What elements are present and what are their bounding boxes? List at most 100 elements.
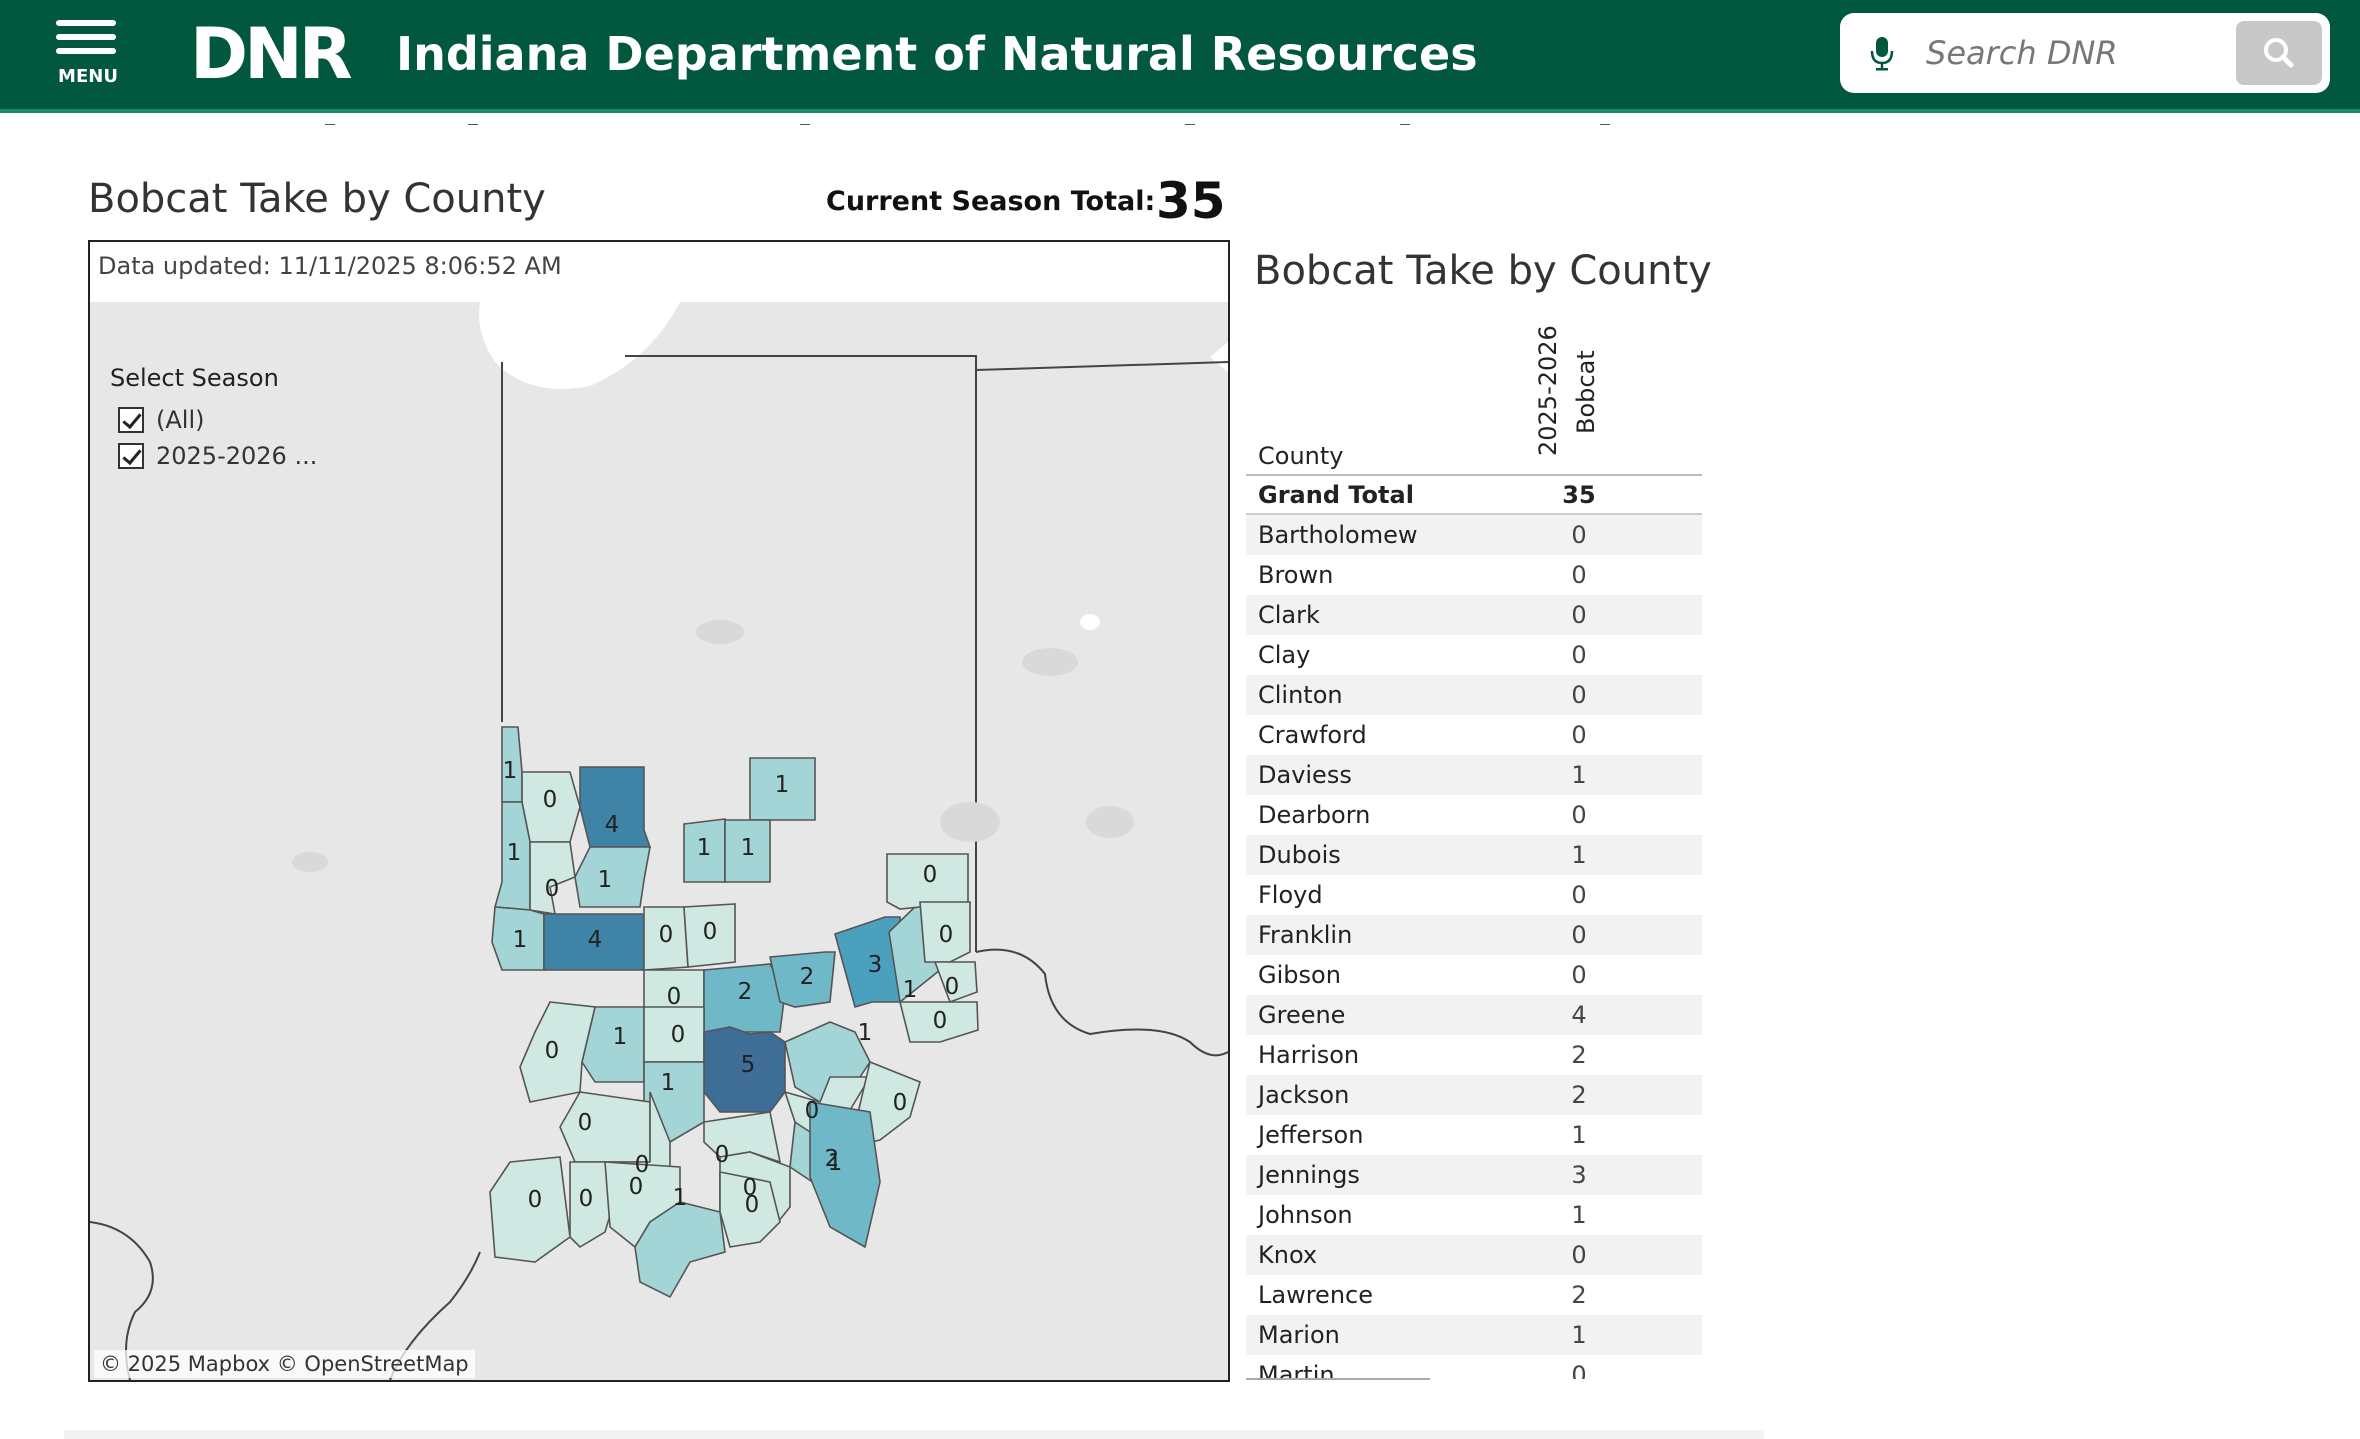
county-value-label: 0 <box>528 1187 543 1213</box>
county-name: Martin <box>1258 1361 1335 1379</box>
county-shape[interactable] <box>724 819 771 883</box>
county-value-label: 1 <box>858 1020 873 1046</box>
hamburger-icon-bar <box>56 48 116 54</box>
county-value: 1 <box>1571 1321 1587 1349</box>
county-value-label: 1 <box>673 1185 688 1211</box>
table-row[interactable]: Jackson 2 <box>1246 1075 1702 1115</box>
county-shape[interactable] <box>719 1171 781 1248</box>
filter-option-season[interactable]: 2025-2026 ... <box>118 438 317 474</box>
county-value: 0 <box>1571 681 1587 709</box>
county-name: Clay <box>1258 641 1311 669</box>
county-shape[interactable] <box>749 757 816 821</box>
county-shape[interactable] <box>933 961 978 1004</box>
county-shape[interactable] <box>574 846 651 908</box>
season-filter-title: Select Season <box>110 364 279 392</box>
season-total-value: 35 <box>1156 172 1226 230</box>
season-filter: Select Season (All) 2025-2026 ... <box>110 364 317 474</box>
checkbox-all[interactable] <box>118 407 144 433</box>
table-row[interactable]: Johnson 1 <box>1246 1195 1702 1235</box>
table-row[interactable]: Dearborn 0 <box>1246 795 1702 835</box>
table-row[interactable]: Bartholomew 0 <box>1246 515 1702 555</box>
county-value: 0 <box>1571 881 1587 909</box>
county-value-label: 1 <box>661 1070 676 1096</box>
county-value-label: 0 <box>543 787 558 813</box>
column-header-season: 2025-2026 <box>1534 325 1562 456</box>
county-shapes[interactable] <box>489 726 979 1299</box>
county-value-label: 2 <box>825 1146 840 1172</box>
county-table[interactable]: Grand Total 35 Bartholomew 0 Brown 0 Clark 0 C… <box>1246 475 1702 1379</box>
table-scrollbar[interactable] <box>1246 1378 1430 1380</box>
table-rows: Bartholomew 0 Brown 0 Clark 0 Clay 0 Clinton 0 Cra… <box>1246 515 1702 1379</box>
county-value-label: 0 <box>745 1192 760 1218</box>
county-value-label: 1 <box>828 1150 843 1176</box>
table-row[interactable]: Daviess 1 <box>1246 755 1702 795</box>
menu-label: MENU <box>58 66 118 87</box>
grand-total-value: 35 <box>1562 481 1596 509</box>
filter-option-label: (All) <box>156 406 205 434</box>
filter-option-all[interactable]: (All) <box>118 402 317 438</box>
table-row[interactable]: Clark 0 <box>1246 595 1702 635</box>
county-value-label: 1 <box>775 772 790 798</box>
county-shape[interactable] <box>489 1156 571 1263</box>
county-value-label: 4 <box>588 927 603 953</box>
table-row[interactable]: Dubois 1 <box>1246 835 1702 875</box>
dnr-logo[interactable]: DNR <box>190 13 353 95</box>
search-button[interactable] <box>2236 21 2322 85</box>
county-value: 1 <box>1571 1121 1587 1149</box>
county-value-label: 0 <box>743 1175 758 1201</box>
lake-erie-edge <box>1210 342 1228 372</box>
site-header: MENU DNR Indiana Department of Natural R… <box>0 0 2360 113</box>
table-row[interactable]: Greene 4 <box>1246 995 1702 1035</box>
county-value: 4 <box>1571 1001 1587 1029</box>
table-row[interactable]: Martin 0 <box>1246 1355 1702 1379</box>
table-row[interactable]: Clay 0 <box>1246 635 1702 675</box>
county-shape[interactable] <box>898 1001 979 1043</box>
county-shape[interactable] <box>809 1101 881 1249</box>
table-row[interactable]: Knox 0 <box>1246 1235 1702 1275</box>
table-row[interactable]: Marion 1 <box>1246 1315 1702 1355</box>
county-shape[interactable] <box>703 1026 786 1113</box>
column-header-species: Bobcat <box>1572 350 1600 434</box>
table-row[interactable]: Jefferson 1 <box>1246 1115 1702 1155</box>
county-shape[interactable] <box>683 903 736 968</box>
county-name: Marion <box>1258 1321 1340 1349</box>
site-title[interactable]: Indiana Department of Natural Resources <box>396 27 1478 81</box>
map-panel: Data updated: 11/11/2025 8:06:52 AM <box>88 240 1230 1382</box>
table-row[interactable]: Harrison 2 <box>1246 1035 1702 1075</box>
county-shape[interactable] <box>634 1201 726 1299</box>
table-row[interactable]: Jennings 3 <box>1246 1155 1702 1195</box>
county-name: Daviess <box>1258 761 1352 789</box>
county-value-label: 3 <box>868 952 883 978</box>
county-value-label: 1 <box>741 835 756 861</box>
table-row[interactable]: Clinton 0 <box>1246 675 1702 715</box>
table-row[interactable]: Crawford 0 <box>1246 715 1702 755</box>
table-title: Bobcat Take by County <box>1254 248 1712 294</box>
table-row[interactable]: Floyd 0 <box>1246 875 1702 915</box>
table-row[interactable]: Lawrence 2 <box>1246 1275 1702 1315</box>
county-name: Johnson <box>1258 1201 1353 1229</box>
table-row[interactable]: Gibson 0 <box>1246 955 1702 995</box>
county-value-label: 0 <box>715 1142 730 1168</box>
county-shape[interactable] <box>919 901 971 963</box>
county-value-label: 2 <box>738 979 753 1005</box>
microphone-icon[interactable] <box>1870 37 1894 71</box>
menu-button[interactable]: MENU <box>50 18 126 88</box>
checkbox-season[interactable] <box>118 443 144 469</box>
county-shape[interactable] <box>769 951 836 1008</box>
county-name: Brown <box>1258 561 1334 589</box>
county-value: 0 <box>1571 921 1587 949</box>
filter-option-label: 2025-2026 ... <box>156 442 318 470</box>
county-shape[interactable] <box>519 1001 596 1103</box>
table-row[interactable]: Brown 0 <box>1246 555 1702 595</box>
search-input[interactable] <box>1926 27 2226 79</box>
county-value-label: 1 <box>613 1024 628 1050</box>
county-value: 0 <box>1571 801 1587 829</box>
county-value-label: 0 <box>805 1098 820 1124</box>
county-name: Bartholomew <box>1258 521 1418 549</box>
table-row[interactable]: Franklin 0 <box>1246 915 1702 955</box>
map-credits[interactable]: © 2025 Mapbox © OpenStreetMap <box>94 1350 475 1378</box>
clipped-text-glyphs <box>325 124 1610 125</box>
county-value: 0 <box>1571 641 1587 669</box>
county-name: Clark <box>1258 601 1320 629</box>
